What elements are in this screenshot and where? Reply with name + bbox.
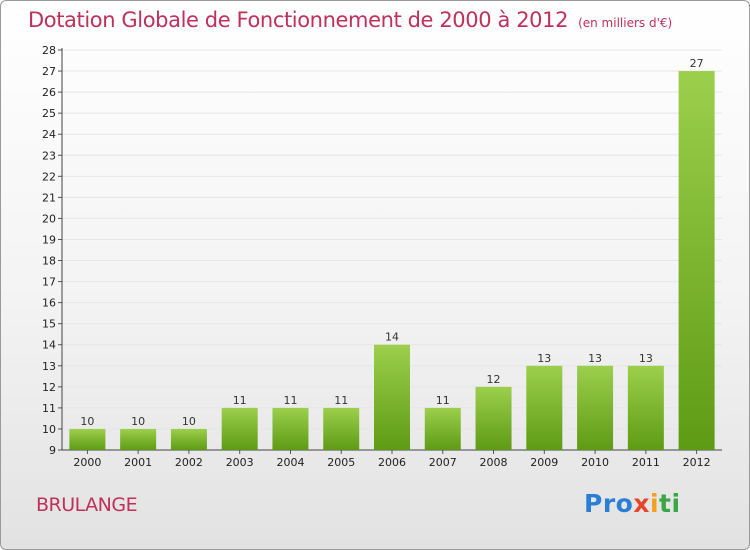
chart-title: Dotation Globale de Fonctionnement de 20…	[28, 8, 672, 32]
bar	[374, 344, 410, 450]
proxiti-logo: Proxiti	[584, 489, 681, 518]
bar	[69, 428, 106, 450]
bar-value-label: 10	[80, 415, 94, 428]
x-tick-label: 2003	[226, 456, 254, 469]
x-tick-label: 2005	[327, 456, 355, 469]
logo-part-1: Pro	[584, 489, 634, 518]
y-tick-label: 13	[42, 360, 56, 373]
x-tick-label: 2008	[480, 456, 508, 469]
y-tick-label: 20	[42, 212, 56, 225]
y-tick-label: 23	[42, 149, 56, 162]
x-tick-label: 2000	[73, 456, 101, 469]
bar-value-label: 11	[334, 394, 348, 407]
bar	[170, 428, 207, 450]
y-tick-label: 22	[42, 170, 56, 183]
bar-value-label: 12	[487, 373, 501, 386]
y-tick-label: 15	[42, 318, 56, 331]
bar-value-label: 11	[233, 394, 247, 407]
place-name: BRULANGE	[36, 494, 138, 516]
x-tick-label: 2004	[276, 456, 304, 469]
logo-part-3: i	[649, 489, 660, 518]
logo-part-2: x	[633, 489, 650, 518]
bar	[627, 365, 664, 450]
bar	[577, 365, 614, 450]
x-tick-label: 2012	[683, 456, 711, 469]
y-tick-label: 18	[42, 255, 56, 268]
bar	[120, 428, 157, 450]
y-tick-label: 9	[49, 444, 56, 457]
bar	[424, 407, 461, 450]
bar	[272, 407, 309, 450]
y-tick-label: 28	[42, 44, 56, 57]
x-tick-label: 2001	[124, 456, 152, 469]
bar-value-label: 10	[131, 415, 145, 428]
bar-value-label: 27	[690, 57, 704, 70]
y-tick-label: 10	[42, 423, 56, 436]
x-tick-label: 2010	[581, 456, 609, 469]
chart-subtitle: (en milliers d'€)	[578, 16, 673, 30]
bar	[678, 71, 715, 450]
x-tick-label: 2011	[632, 456, 660, 469]
x-tick-label: 2007	[429, 456, 457, 469]
y-tick-label: 11	[42, 402, 56, 415]
bar	[323, 407, 360, 450]
bar-value-label: 13	[588, 352, 602, 365]
y-tick-label: 16	[42, 297, 56, 310]
chart-title-text: Dotation Globale de Fonctionnement de 20…	[28, 8, 569, 32]
x-tick-label: 2002	[175, 456, 203, 469]
y-tick-label: 26	[42, 86, 56, 99]
y-tick-label: 19	[42, 233, 56, 246]
y-tick-label: 21	[42, 191, 56, 204]
bar-value-label: 13	[639, 352, 653, 365]
bar-value-label: 11	[283, 394, 297, 407]
y-tick-label: 12	[42, 381, 56, 394]
bar-value-label: 10	[182, 415, 196, 428]
bar	[221, 407, 258, 450]
y-tick-label: 27	[42, 65, 56, 78]
logo-part-4: ti	[659, 489, 681, 518]
y-tick-label: 17	[42, 276, 56, 289]
bar-value-label: 14	[385, 331, 399, 344]
bar	[475, 386, 512, 450]
bar	[526, 365, 563, 450]
bar-value-label: 13	[537, 352, 551, 365]
y-tick-label: 24	[42, 128, 56, 141]
y-tick-label: 25	[42, 107, 56, 120]
x-tick-label: 2006	[378, 456, 406, 469]
x-tick-label: 2009	[530, 456, 558, 469]
y-tick-label: 14	[42, 339, 56, 352]
bar-value-label: 11	[436, 394, 450, 407]
